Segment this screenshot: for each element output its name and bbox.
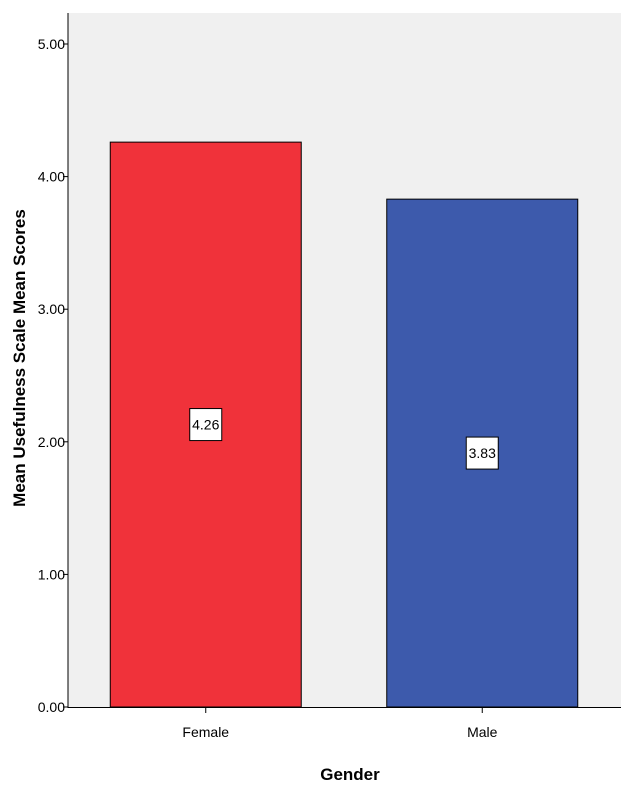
y-tick-label: 3.00: [38, 301, 65, 317]
bar-female: [109, 141, 302, 708]
y-tick-label: 0.00: [38, 699, 65, 715]
data-label-box: [465, 436, 499, 470]
x-axis-ticks: Female Male: [182, 707, 498, 740]
y-tick-label: 2.00: [38, 434, 65, 450]
y-axis-ticks: 0.00 1.00 2.00 3.00 4.00 5.00: [38, 36, 68, 715]
data-label-female: 4.26: [189, 408, 223, 442]
x-tick-label: Female: [182, 724, 229, 740]
data-label-male: 3.83: [465, 436, 499, 470]
y-tick-label: 5.00: [38, 36, 65, 52]
data-label-box: [189, 408, 223, 442]
data-label-value: 4.26: [192, 417, 219, 433]
y-tick-label: 4.00: [38, 169, 65, 185]
data-labels: 4.26 3.83: [189, 408, 499, 470]
data-label-value: 3.83: [469, 445, 496, 461]
y-axis-title: Mean Usefulness Scale Mean Scores: [10, 209, 29, 507]
x-tick-label: Male: [467, 724, 498, 740]
y-tick-label: 1.00: [38, 566, 65, 582]
x-axis-title: Gender: [320, 765, 380, 784]
